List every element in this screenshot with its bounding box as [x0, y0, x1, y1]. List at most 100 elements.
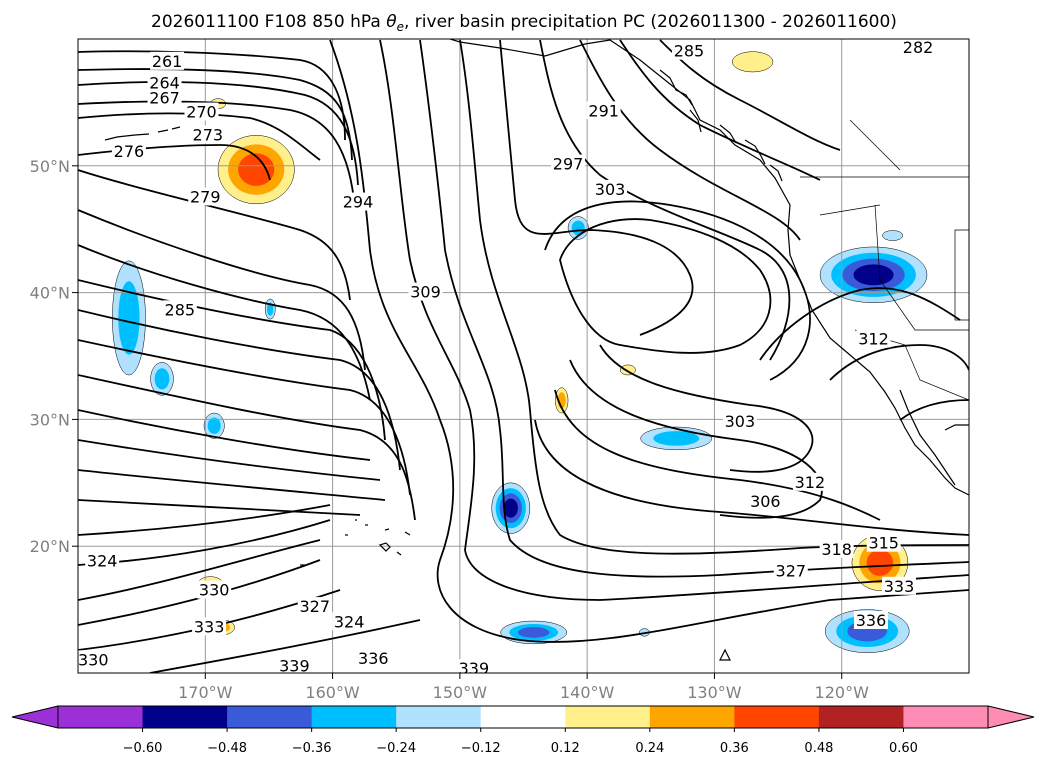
contour-label-bg-18	[866, 533, 901, 552]
contour-label-bg-5	[111, 141, 146, 160]
contour-line-32	[559, 218, 772, 354]
colorbar-segment-9	[818, 706, 904, 728]
contour-label-bg-24	[197, 580, 232, 599]
contour-line-29	[579, 39, 801, 241]
contour-label-bg-12	[586, 101, 621, 120]
contour-line-2	[78, 81, 359, 186]
contour-label-2: 267	[149, 89, 180, 108]
contour-label-27: 324	[334, 612, 365, 631]
contour-line-7	[78, 209, 366, 371]
contour-line-19	[78, 539, 321, 601]
colorbar-ticks: −0.60 −0.48 −0.36 −0.24 −0.12 0.12 0.24 0.36 0.4…	[123, 728, 918, 756]
contour-label-29: 330	[78, 650, 109, 669]
contour-label-28: 324	[87, 551, 118, 570]
pc-anomaly-13	[491, 482, 531, 534]
pc-anomaly-14-level-2	[518, 627, 550, 638]
contour-line-13	[78, 409, 371, 461]
pc-anomaly-12	[264, 298, 276, 320]
pc-anomaly-11-level-1	[207, 417, 221, 434]
contour-label-26: 327	[299, 597, 330, 616]
contour-label-22: 336	[856, 611, 887, 630]
contour-line-6	[78, 169, 351, 301]
latitude-ticks: 20°N 30°N 40°N 50°N	[30, 157, 78, 556]
contour-label-bg-25	[192, 617, 227, 636]
contour-label-bg-7	[162, 300, 197, 319]
colorbar	[11, 705, 1035, 729]
contour-label-bg-21	[881, 576, 916, 595]
contour-label-bg-4	[190, 125, 225, 144]
contour-line-0	[78, 50, 346, 141]
borders	[800, 119, 969, 401]
pc-anomaly-10-level-1	[154, 368, 170, 390]
contour-label-bg-3	[184, 102, 219, 121]
contour-line-14	[78, 439, 381, 481]
colorbar-tick-label-5: 0.12	[551, 741, 580, 756]
contour-label-bg-27	[332, 612, 367, 631]
lat-tick-label-2: 40°N	[30, 284, 70, 303]
pc-anomaly-9	[112, 260, 146, 376]
contour-label-13: 285	[674, 42, 705, 61]
contour-label-23: 312	[858, 330, 889, 349]
pc-anomaly-5-level-0	[731, 51, 774, 73]
contour-label-25: 333	[194, 617, 225, 636]
contour-line-1	[78, 68, 353, 161]
contour-line-33	[544, 200, 811, 381]
contour-label-bg-17	[792, 472, 827, 491]
contour-label-14: 282	[903, 38, 934, 57]
contour-label-bg-2	[147, 88, 182, 107]
colorbar-over-arrow	[987, 705, 1035, 729]
lon-tick-label-3: 140°W	[560, 683, 615, 702]
contour-label-0: 261	[152, 52, 183, 71]
colorbar-segment-8	[734, 706, 820, 728]
map-frame	[77, 38, 970, 674]
contour-label-bg-16	[722, 411, 757, 430]
contour-line-22	[149, 619, 421, 673]
colorbar-segment-1	[142, 706, 228, 728]
contour-label-bg-8	[341, 192, 376, 211]
colorbar-segment-6	[565, 706, 651, 728]
contour-line-36	[554, 389, 881, 521]
contour-label-11: 303	[595, 180, 626, 199]
contour-label-bg-10	[551, 154, 586, 173]
contour-label-31: 336	[358, 649, 389, 668]
contour-line-35	[569, 359, 823, 519]
pc-anomaly-18-level-3	[853, 264, 894, 286]
contour-label-7: 285	[165, 300, 196, 319]
contour-line-8	[78, 244, 371, 401]
contour-label-bg-6	[188, 187, 223, 206]
longitude-ticks: 170°W 160°W 150°W 140°W 130°W 120°W	[178, 673, 869, 702]
contour-line-39	[829, 344, 969, 381]
pc-anomaly-0	[217, 135, 295, 205]
pc-anomaly-8	[619, 364, 636, 376]
colorbar-segment-3	[311, 706, 397, 728]
contour-label-3: 270	[186, 103, 217, 122]
contour-label-24: 330	[199, 581, 230, 600]
contour-label-20: 327	[776, 562, 807, 581]
colorbar-tick-label-3: −0.24	[376, 741, 416, 756]
contour-label-19: 318	[821, 540, 852, 559]
contour-label-16: 303	[725, 412, 756, 431]
colorbar-tick-label-1: −0.48	[207, 741, 247, 756]
colorbar-segment-5	[480, 706, 566, 728]
contour-label-4: 273	[193, 125, 224, 144]
contour-label-bg-1	[147, 73, 182, 92]
contour-label-10: 297	[553, 155, 584, 174]
contour-line-26	[459, 39, 969, 555]
colorbar-tick-label-0: −0.60	[123, 741, 163, 756]
lon-tick-label-1: 160°W	[305, 683, 360, 702]
colorbar-segment-0	[58, 706, 144, 728]
contour-line-28	[539, 39, 791, 361]
pc-anomaly-8-level-0	[619, 364, 636, 376]
pc-anomaly-16-level-1	[653, 431, 700, 446]
pc-anomaly-19	[882, 230, 904, 241]
contour-label-18: 315	[868, 534, 899, 553]
lon-tick-label-0: 170°W	[178, 683, 233, 702]
contour-label-5: 276	[114, 142, 145, 161]
contour-label-17: 312	[795, 473, 826, 492]
contour-line-34	[599, 344, 814, 473]
contour-label-bg-26	[297, 597, 332, 616]
pc-anomaly-14	[500, 620, 568, 645]
